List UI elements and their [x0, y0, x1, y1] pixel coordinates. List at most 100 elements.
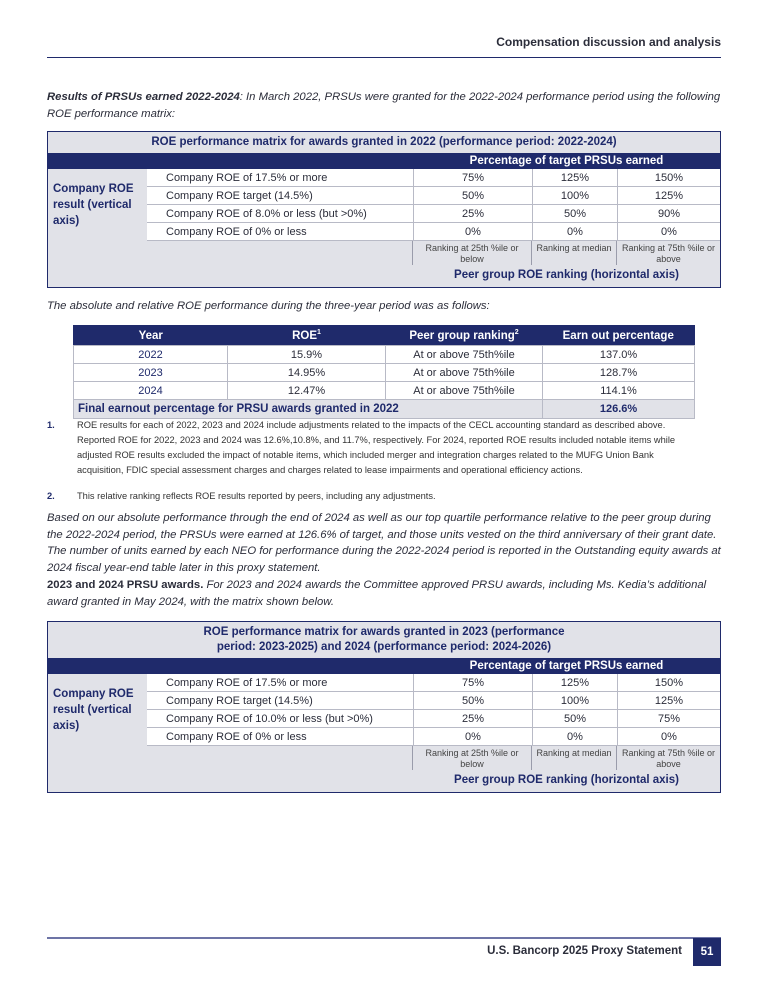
matrix-cell: 125%: [617, 187, 720, 204]
ranking-label: Ranking at 75th %ile or above: [616, 746, 720, 770]
horizontal-axis-label: Peer group ROE ranking (horizontal axis): [454, 269, 679, 281]
footnote-number: 2.: [47, 491, 55, 501]
matrix-cell: 25%: [413, 710, 532, 727]
matrix-row: Company ROE of 17.5% or more 75% 125% 150%: [147, 674, 720, 692]
matrix-criterion: Company ROE target (14.5%): [166, 695, 313, 707]
matrix-row: Company ROE of 8.0% or less (but >0%) 25%…: [147, 205, 720, 223]
matrix-cell: 150%: [617, 169, 720, 186]
roe-matrix-2022: ROE performance matrix for awards grante…: [47, 131, 721, 288]
footnote-number: 1.: [47, 420, 55, 430]
matrix-cell: 50%: [532, 710, 617, 727]
cell-year: 2024: [73, 381, 228, 400]
col-header-year: Year: [73, 325, 228, 346]
matrix-cell: 125%: [532, 169, 617, 186]
paragraph-roe-intro: The absolute and relative ROE performanc…: [47, 300, 490, 312]
matrix-row: Company ROE target (14.5%) 50% 100% 125%: [147, 692, 720, 710]
matrix-cell: 90%: [617, 205, 720, 222]
page-number: 51: [693, 938, 721, 966]
ranking-label: Ranking at median: [531, 746, 616, 770]
table-header-row: Year ROE1 Peer group ranking2 Earn out p…: [73, 325, 695, 346]
matrix-criterion: Company ROE of 0% or less: [166, 731, 307, 743]
matrix-title: ROE performance matrix for awards grante…: [151, 136, 617, 148]
vertical-axis-label: Company ROE result (vertical axis): [48, 169, 147, 241]
matrix-body: Company ROE result (vertical axis) Compan…: [48, 674, 720, 746]
matrix-criterion: Company ROE of 17.5% or more: [166, 677, 328, 689]
matrix-row: Company ROE of 0% or less 0% 0% 0%: [147, 728, 720, 746]
ranking-label: Ranking at median: [531, 241, 616, 265]
ranking-label: Ranking at 25th %ile or below: [412, 241, 531, 265]
col-header-roe: ROE1: [227, 325, 386, 346]
roe-matrix-2023-2024: ROE performance matrix for awards grante…: [47, 621, 721, 793]
matrix-body: Company ROE result (vertical axis) Compan…: [48, 169, 720, 241]
cell-roe: 12.47%: [227, 381, 386, 400]
footnote-2: 2. This relative ranking reflects ROE res…: [47, 489, 702, 504]
matrix-cell: 0%: [413, 728, 532, 745]
para-text: For 2023 and 2024 awards the Committee a…: [47, 579, 707, 608]
percentage-header: Percentage of target PRSUs earned: [48, 658, 720, 674]
matrix-cell: 50%: [413, 692, 532, 709]
matrix-cell: 0%: [617, 223, 720, 240]
matrix-criterion: Company ROE of 0% or less: [166, 226, 307, 238]
cell-earnout: 137.0%: [542, 345, 695, 364]
matrix-cell: 150%: [617, 674, 720, 691]
para-bold: 2023 and 2024 PRSU awards.: [47, 579, 204, 591]
intro-paragraph: Results of PRSUs earned 2022-2024: In Ma…: [47, 89, 727, 122]
matrix-cell: 0%: [617, 728, 720, 745]
cell-year: 2022: [73, 345, 228, 364]
footnote-text: This relative ranking reflects ROE resul…: [77, 491, 436, 501]
matrix-cell: 100%: [532, 187, 617, 204]
intro-bold: Results of PRSUs earned 2022-2024: [47, 91, 240, 103]
vertical-axis-label: Company ROE result (vertical axis): [48, 674, 147, 746]
matrix-cell: 50%: [413, 187, 532, 204]
matrix-cell: 0%: [413, 223, 532, 240]
final-earnout-row: Final earnout percentage for PRSU awards…: [73, 399, 695, 419]
footnote-1: 1. ROE results for each of 2022, 2023 and…: [47, 418, 702, 478]
cell-earnout: 128.7%: [542, 363, 695, 382]
matrix-row: Company ROE of 10.0% or less (but >0%) 25…: [147, 710, 720, 728]
final-earnout-label: Final earnout percentage for PRSU awards…: [73, 399, 543, 419]
matrix-cell: 0%: [532, 728, 617, 745]
table-row: 2024 12.47% At or above 75th%ile 114.1%: [73, 381, 695, 400]
matrix-cell: 75%: [617, 710, 720, 727]
cell-ranking: At or above 75th%ile: [385, 381, 543, 400]
horizontal-axis-label: Peer group ROE ranking (horizontal axis): [454, 774, 679, 786]
cell-earnout: 114.1%: [542, 381, 695, 400]
footnote-text: ROE results for each of 2022, 2023 and 2…: [77, 420, 676, 475]
ranking-labels: Ranking at 25th %ile or below Ranking at …: [48, 746, 720, 770]
ranking-label: Ranking at 75th %ile or above: [616, 241, 720, 265]
col-header-earnout: Earn out percentage: [542, 325, 695, 346]
footer-title: U.S. Bancorp 2025 Proxy Statement: [487, 945, 682, 957]
cell-ranking: At or above 75th%ile: [385, 363, 543, 382]
matrix-cell: 25%: [413, 205, 532, 222]
cell-ranking: At or above 75th%ile: [385, 345, 543, 364]
table-row: 2023 14.95% At or above 75th%ile 128.7%: [73, 363, 695, 382]
matrix-cell: 125%: [532, 674, 617, 691]
matrix-criterion: Company ROE target (14.5%): [166, 190, 313, 202]
percentage-header: Percentage of target PRSUs earned: [48, 153, 720, 169]
matrix-row: Company ROE target (14.5%) 50% 100% 125%: [147, 187, 720, 205]
matrix-row: Company ROE of 17.5% or more 75% 125% 150%: [147, 169, 720, 187]
matrix-cell: 100%: [532, 692, 617, 709]
paragraph-results: Based on our absolute performance throug…: [47, 512, 721, 574]
intro-text: : In March 2022, PRSUs were granted for …: [47, 91, 721, 120]
roe-performance-table: Year ROE1 Peer group ranking2 Earn out p…: [73, 325, 695, 419]
section-header: Compensation discussion and analysis: [496, 35, 721, 49]
cell-roe: 15.9%: [227, 345, 386, 364]
matrix-row: Company ROE of 0% or less 0% 0% 0%: [147, 223, 720, 241]
matrix-criterion: Company ROE of 17.5% or more: [166, 172, 328, 184]
matrix-cell: 50%: [532, 205, 617, 222]
table-row: 2022 15.9% At or above 75th%ile 137.0%: [73, 345, 695, 364]
cell-roe: 14.95%: [227, 363, 386, 382]
ranking-label: Ranking at 25th %ile or below: [412, 746, 531, 770]
cell-year: 2023: [73, 363, 228, 382]
matrix-criterion: Company ROE of 8.0% or less (but >0%): [166, 208, 367, 220]
matrix-title: ROE performance matrix for awards grante…: [203, 626, 565, 653]
matrix-cell: 0%: [532, 223, 617, 240]
matrix-cell: 75%: [413, 674, 532, 691]
col-header-peer-ranking: Peer group ranking2: [385, 325, 543, 346]
header-divider: [47, 57, 721, 58]
ranking-labels: Ranking at 25th %ile or below Ranking at …: [48, 241, 720, 265]
paragraph-2023-2024-awards: 2023 and 2024 PRSU awards. For 2023 and …: [47, 577, 727, 610]
footer-divider: [47, 937, 721, 939]
matrix-cell: 75%: [413, 169, 532, 186]
